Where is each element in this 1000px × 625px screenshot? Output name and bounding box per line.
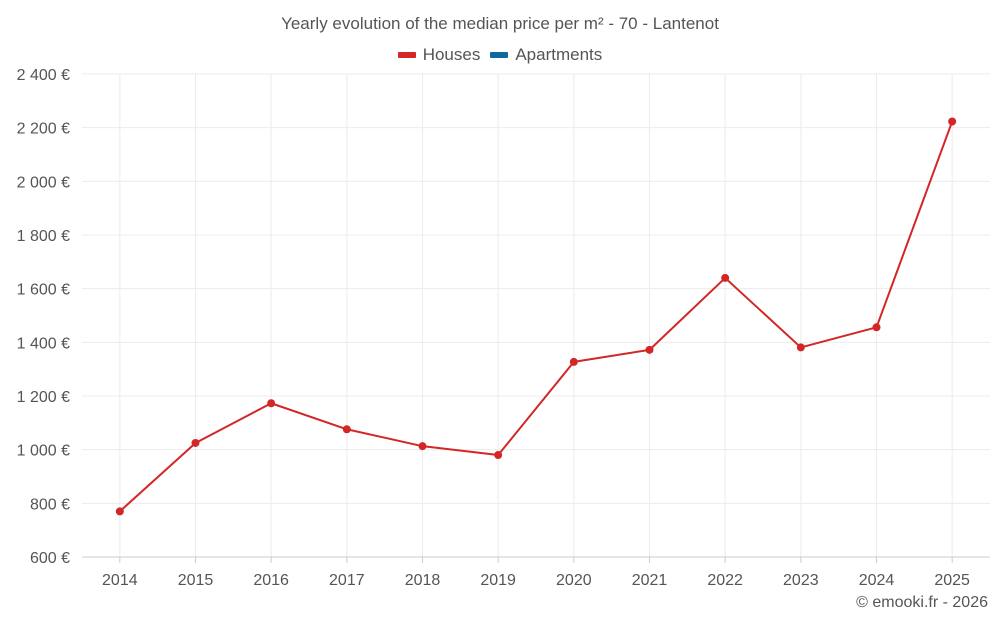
data-point-houses: [418, 442, 427, 451]
x-tick-label: 2019: [480, 572, 516, 589]
data-point-houses: [191, 438, 200, 447]
x-tick-label: 2021: [632, 572, 668, 589]
y-tick-label: 1 400 €: [17, 335, 70, 352]
data-point-houses: [342, 425, 351, 434]
y-tick-label: 1 800 €: [17, 228, 70, 245]
x-tick-label: 2017: [329, 572, 365, 589]
y-tick-label: 600 €: [30, 550, 70, 567]
x-tick-label: 2015: [178, 572, 214, 589]
legend-item-houses[interactable]: Houses: [397, 45, 481, 65]
legend-item-apartments[interactable]: Apartments: [490, 45, 602, 65]
data-point-houses: [115, 507, 124, 516]
y-tick-label: 1 600 €: [17, 282, 70, 299]
data-point-houses: [948, 117, 957, 126]
legend-label-houses: Houses: [422, 45, 481, 64]
data-point-houses: [872, 323, 881, 332]
y-tick-label: 1 200 €: [17, 389, 70, 406]
x-tick-label: 2018: [405, 572, 441, 589]
data-point-houses: [796, 343, 805, 352]
x-tick-label: 2020: [556, 572, 592, 589]
x-tick-label: 2023: [783, 572, 819, 589]
x-tick-label: 2024: [859, 572, 895, 589]
data-point-houses: [645, 345, 654, 354]
y-tick-label: 800 €: [30, 496, 70, 513]
y-tick-label: 2 200 €: [17, 121, 70, 138]
y-tick-label: 1 000 €: [17, 443, 70, 460]
data-point-houses: [721, 273, 730, 282]
x-tick-label: 2025: [934, 572, 970, 589]
chart-title: Yearly evolution of the median price per…: [281, 14, 719, 33]
series-line-houses: [119, 121, 954, 513]
y-tick-label: 2 400 €: [17, 67, 70, 84]
legend: Houses Apartments: [0, 45, 1000, 65]
x-tick-label: 2022: [707, 572, 743, 589]
credit-text: © emooki.fr - 2026: [856, 594, 988, 611]
y-tick-label: 2 000 €: [17, 174, 70, 191]
data-point-houses: [267, 399, 276, 408]
legend-swatch-apartments: [490, 52, 509, 58]
x-tick-label: 2016: [253, 572, 289, 589]
x-tick-label: 2014: [102, 572, 138, 589]
data-point-houses: [494, 451, 503, 460]
legend-swatch-houses: [397, 52, 416, 58]
legend-label-apartments: Apartments: [515, 45, 603, 64]
data-point-houses: [569, 357, 578, 366]
